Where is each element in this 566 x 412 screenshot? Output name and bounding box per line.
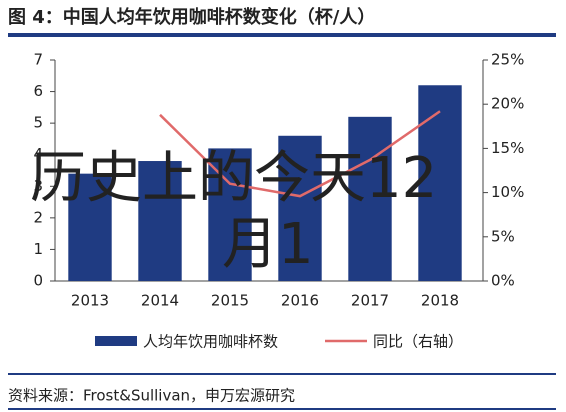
bar [418, 85, 462, 281]
y2-tick-label: 0% [491, 272, 515, 290]
chart-title: 图 4：中国人均年饮用咖啡杯数变化（杯/人） [8, 6, 375, 28]
x-tick-label: 2014 [141, 292, 179, 310]
source: 资料来源：Frost&Sullivan，申万宏源研究 [8, 387, 295, 405]
line [159, 110, 441, 198]
y-tick-label: 5 [33, 114, 43, 132]
y-tick-label: 3 [33, 177, 43, 195]
overlay-text: 历史上的今天12 [30, 146, 437, 211]
title-rule [8, 33, 556, 37]
y-tick-label: 4 [33, 145, 43, 163]
overlay-text: 月1 [222, 212, 314, 277]
legend-label: 同比（右轴） [373, 333, 463, 351]
y2-tick-label: 15% [491, 139, 524, 157]
y2-tick-label: 20% [491, 95, 524, 113]
x-tick-label: 2013 [71, 292, 109, 310]
y2-tick-label: 5% [491, 227, 515, 245]
legend-swatch [95, 336, 137, 346]
bar [138, 161, 182, 281]
bar [68, 173, 112, 281]
x-tick-label: 2015 [211, 292, 249, 310]
legend-label: 人均年饮用咖啡杯数 [143, 333, 278, 351]
y-tick-label: 6 [33, 82, 43, 100]
y-tick-label: 1 [33, 240, 43, 258]
y2-tick-label: 10% [491, 183, 524, 201]
x-tick-label: 2017 [351, 292, 389, 310]
bar [348, 116, 392, 281]
y-tick-label: 2 [33, 208, 43, 226]
y2-tick-label: 25% [491, 51, 524, 69]
bar [278, 135, 322, 281]
y-tick-label: 0 [33, 272, 43, 290]
x-tick-label: 2018 [421, 292, 459, 310]
x-tick-label: 2016 [281, 292, 319, 310]
y-tick-label: 7 [33, 51, 43, 69]
